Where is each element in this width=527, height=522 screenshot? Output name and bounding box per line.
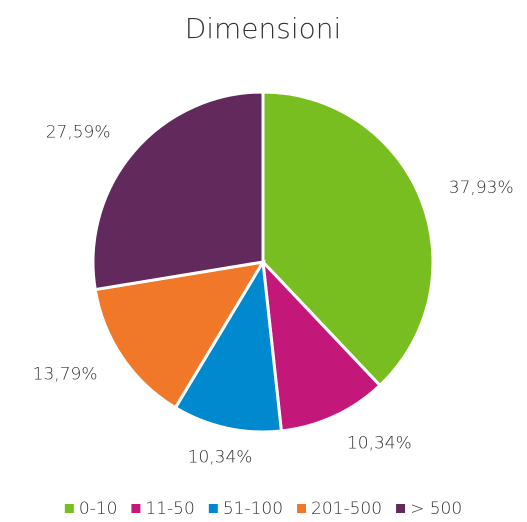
pie-slice	[261, 90, 435, 388]
legend-swatch	[297, 504, 307, 513]
data-label: 13,79%	[33, 364, 98, 384]
legend-label: 51-100	[223, 499, 283, 519]
legend-swatch	[208, 504, 218, 513]
legend-swatch	[64, 504, 74, 513]
data-label: 10,34%	[347, 434, 412, 454]
legend-label: > 500	[410, 499, 462, 519]
data-label: 27,59%	[46, 123, 111, 143]
pie-slice	[93, 259, 266, 410]
legend-swatch	[396, 504, 406, 513]
chart-title: Dimensioni	[185, 12, 342, 45]
legend-label: 0-10	[79, 499, 118, 519]
data-label: 10,34%	[188, 447, 253, 467]
legend-swatch	[131, 504, 141, 513]
pie-slice	[173, 257, 284, 434]
legend-label: 201-500	[311, 499, 382, 519]
pie-slice	[91, 90, 265, 292]
legend-label: 11-50	[145, 499, 194, 519]
pie-slice	[261, 257, 383, 433]
data-label: 37,93%	[449, 178, 514, 198]
